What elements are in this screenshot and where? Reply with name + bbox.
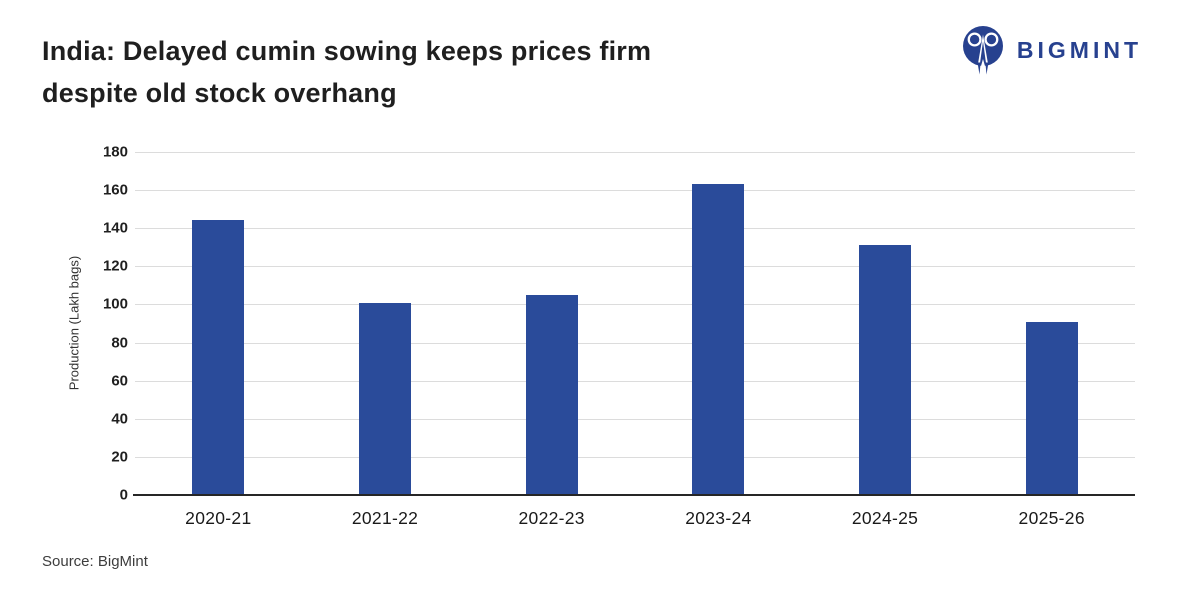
bar-2023-24 — [692, 184, 745, 495]
x-axis-label-2023-24: 2023-24 — [685, 508, 752, 528]
x-axis-label-2021-22: 2021-22 — [351, 508, 419, 528]
x-axis-label-2024-25: 2024-25 — [851, 508, 919, 528]
y-axis-tick-label-40: 40 — [111, 410, 128, 428]
y-axis-tick-label-20: 20 — [111, 448, 128, 466]
gridline-60 — [135, 380, 1135, 382]
bar-2025-26 — [1025, 321, 1078, 495]
y-axis-tick-label-0: 0 — [119, 486, 128, 504]
y-axis-tick-label-160: 160 — [102, 181, 128, 199]
bigmint-logo-icon — [959, 24, 1007, 76]
brand-logo: BIGMINT — [959, 24, 1142, 76]
gridline-100 — [135, 304, 1135, 306]
bar-cell-2021-22 — [302, 152, 469, 495]
chart-title: India: Delayed cumin sowing keeps prices… — [42, 30, 651, 114]
x-axis-label-2025-26: 2025-26 — [1018, 508, 1085, 528]
y-axis-tick-label-100: 100 — [102, 295, 128, 313]
brand-name: BIGMINT — [1016, 36, 1142, 63]
bar-2021-22 — [359, 302, 411, 495]
bar-2024-25 — [859, 245, 912, 495]
y-axis-tick-label-140: 140 — [102, 219, 128, 237]
x-axis-label-2020-21: 2020-21 — [185, 508, 252, 528]
gridline-40 — [135, 418, 1135, 420]
bar-cell-2025-26 — [968, 152, 1135, 495]
gridline-120 — [135, 266, 1135, 268]
gridline-160 — [135, 190, 1135, 192]
x-axis-line — [133, 494, 1135, 496]
y-axis-tick-label-60: 60 — [111, 372, 128, 390]
bar-cell-2020-21 — [135, 152, 302, 495]
y-axis-ticks: 0 20 40 60 80 100 120 140 160 180 — [60, 144, 128, 504]
gridline-20 — [135, 456, 1135, 458]
plot-area — [133, 152, 1135, 496]
bar-cell-2024-25 — [802, 152, 969, 495]
bar-cell-2022-23 — [468, 152, 635, 495]
x-axis-label-2022-23: 2022-23 — [518, 508, 585, 528]
bar-layer — [135, 152, 1135, 495]
bar-2020-21 — [192, 219, 245, 495]
bar-cell-2023-24 — [635, 152, 802, 495]
chart-title-line2: despite old stock overhang — [42, 78, 397, 108]
y-axis-tick-label-80: 80 — [111, 334, 128, 352]
x-axis-labels: 2020-21 2021-22 2022-23 2023-24 2024-25 2025-… — [135, 508, 1135, 529]
gridline-180 — [135, 152, 1135, 153]
gridline-140 — [135, 228, 1135, 230]
y-axis-tick-label-180: 180 — [102, 143, 128, 161]
chart-title-line1: India: Delayed cumin sowing keeps prices… — [42, 36, 652, 66]
y-axis-tick-label-120: 120 — [102, 257, 128, 275]
bar-2022-23 — [525, 294, 578, 495]
source-note: Source: BigMint — [42, 553, 148, 570]
gridline-80 — [135, 342, 1135, 344]
